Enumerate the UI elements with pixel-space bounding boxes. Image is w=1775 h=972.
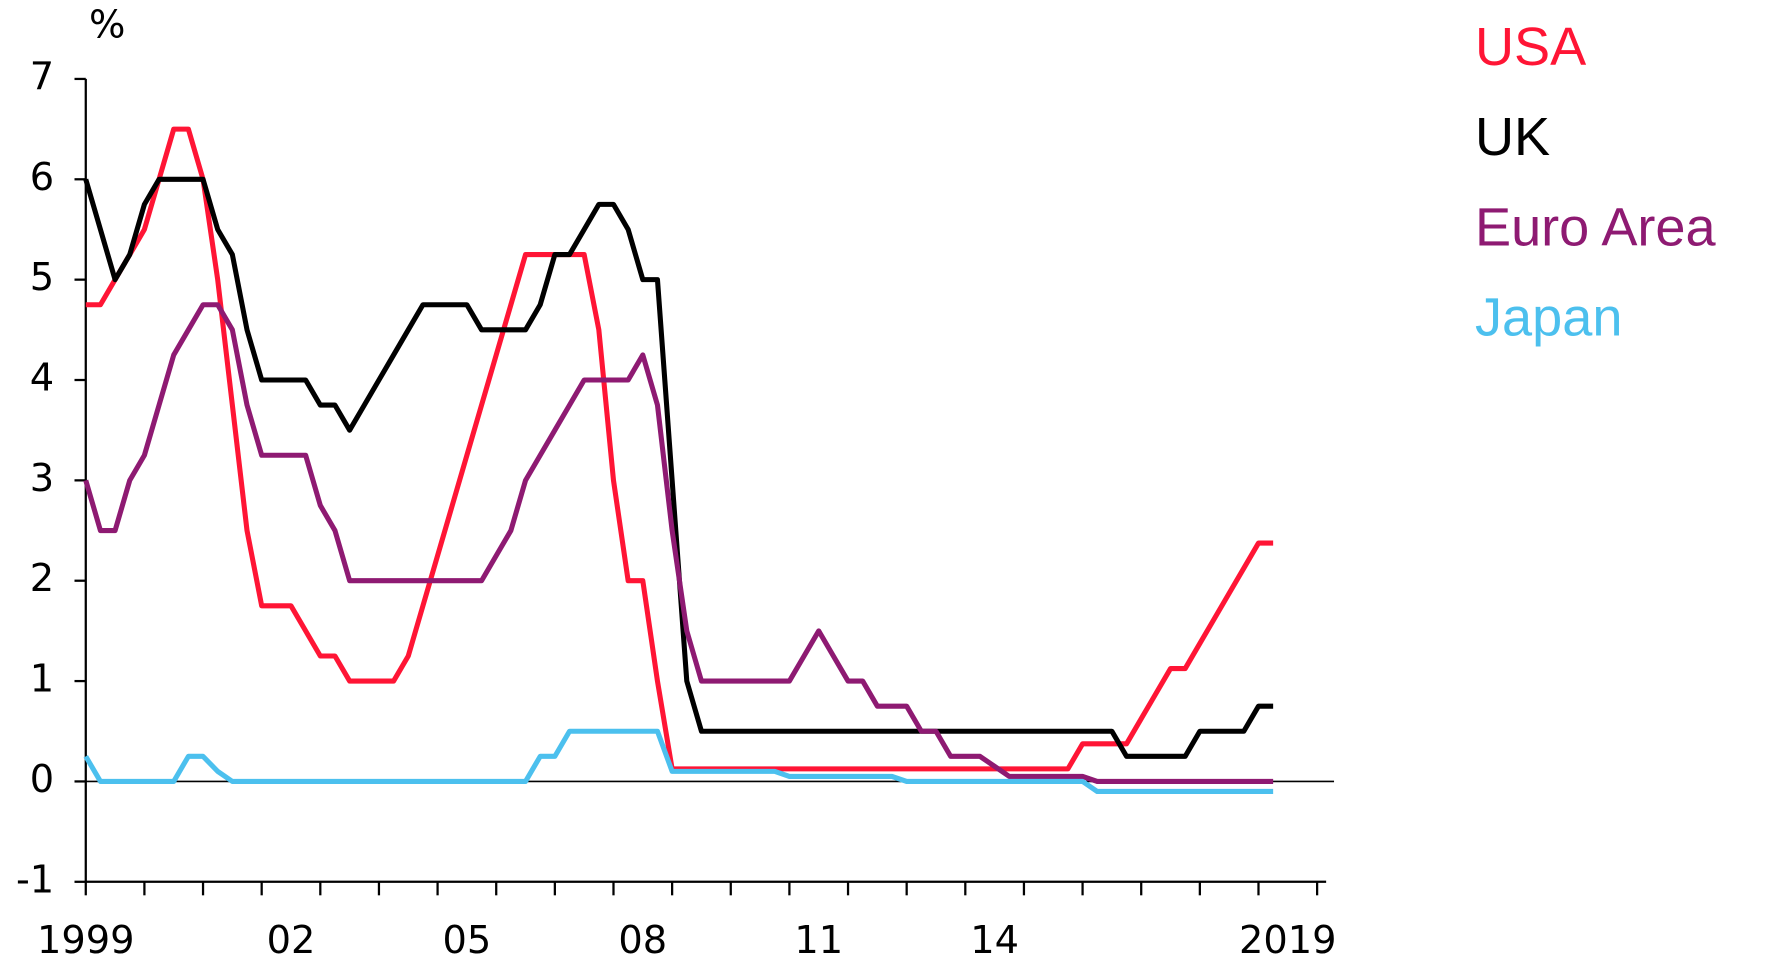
x-tick-label: 14	[970, 918, 1019, 963]
series-line	[83, 728, 1274, 795]
y-tick-label: 1	[30, 657, 54, 702]
legend-entry: UK	[1475, 107, 1550, 167]
x-tick-label: 2019	[1239, 918, 1337, 963]
legend-entry: USA	[1475, 17, 1586, 77]
x-tick-label: 08	[618, 918, 667, 963]
legend-entry: Euro Area	[1475, 197, 1717, 257]
x-tick-label: 1999	[37, 918, 135, 963]
legend-entry: Japan	[1475, 288, 1622, 348]
y-tick-label: 5	[30, 255, 54, 300]
x-tick-label: 11	[794, 918, 843, 963]
x-tick-label: 05	[443, 918, 492, 963]
y-tick-label: 2	[30, 556, 54, 601]
y-tick-label: 3	[30, 456, 54, 501]
y-tick-label: 0	[30, 757, 54, 802]
y-tick-label: 4	[30, 356, 54, 401]
y-unit-label: %	[89, 3, 125, 48]
y-tick-label: 7	[30, 54, 54, 99]
series-line	[83, 302, 1274, 784]
y-tick-label: -1	[16, 857, 54, 902]
y-tick-label: 6	[30, 155, 54, 200]
series-line	[85, 126, 1274, 772]
x-tick-label: 02	[267, 918, 316, 963]
series-line	[83, 176, 1274, 759]
